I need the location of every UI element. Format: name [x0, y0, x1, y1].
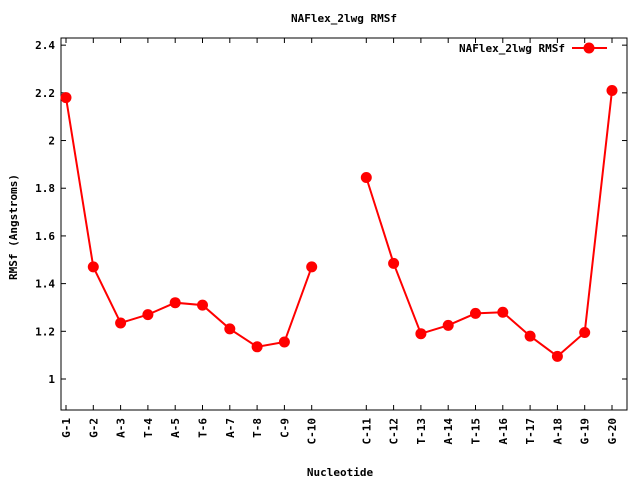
y-tick-label: 2.4 [35, 39, 55, 52]
x-tick-label: G-19 [579, 418, 592, 445]
data-point [115, 317, 127, 329]
data-point [388, 257, 400, 269]
data-point [470, 307, 481, 319]
x-tick-label: A-3 [115, 418, 128, 438]
x-tick-label: A-7 [224, 418, 237, 438]
y-axis-label: RMSf (Angstroms) [7, 174, 20, 280]
x-tick-label: T-13 [415, 418, 428, 445]
x-tick-label: C-12 [388, 418, 401, 445]
data-point [524, 330, 536, 342]
data-point [197, 299, 208, 311]
data-point [278, 336, 290, 348]
data-point [497, 306, 509, 318]
x-tick-label: G-2 [87, 418, 100, 438]
data-point [169, 297, 181, 309]
legend-label: NAFlex_2lwg RMSf [459, 42, 565, 55]
x-tick-label: A-14 [442, 418, 455, 445]
legend-marker [583, 42, 595, 54]
data-point [415, 328, 427, 340]
y-tick-label: 1.4 [35, 278, 55, 291]
x-tick-label: A-16 [497, 418, 510, 445]
x-tick-label: G-1 [60, 418, 73, 438]
data-point [551, 350, 563, 362]
legend: NAFlex_2lwg RMSf [459, 42, 607, 55]
x-tick-label: T-6 [197, 418, 210, 438]
x-tick-label: G-20 [606, 418, 619, 445]
x-tick-label: T-17 [524, 418, 537, 445]
y-axis-ticks: 1 1.2 1.4 1.6 1.8 2 2.2 2.4 [35, 39, 627, 386]
data-point [306, 261, 318, 273]
chart-title: NAFlex_2lwg RMSf [291, 12, 397, 25]
data-point [442, 319, 454, 331]
data-point [360, 172, 372, 183]
y-tick-label: 1.2 [35, 325, 55, 338]
data-point [251, 341, 263, 353]
y-tick-label: 1 [48, 373, 55, 386]
y-tick-label: 1.6 [35, 230, 55, 243]
data-point [142, 309, 154, 321]
series-line [365, 90, 613, 358]
y-tick-label: 1.8 [35, 182, 55, 195]
x-tick-label: C-9 [278, 418, 291, 438]
data-point [87, 261, 99, 273]
data-point [224, 323, 236, 335]
x-axis-ticks: G-1 G-2 A-3 T-4 A-5 T-6 A-7 T-8 C-9 C-10 C-11 C-12 T… [60, 38, 619, 445]
data-point [60, 92, 72, 104]
x-tick-label: A-5 [169, 418, 182, 438]
data-point [579, 327, 591, 338]
y-tick-label: 2 [48, 135, 55, 148]
series-line [65, 97, 313, 348]
x-tick-label: T-4 [142, 418, 155, 438]
data-point [606, 84, 618, 96]
x-tick-label: C-11 [360, 418, 373, 445]
x-tick-label: T-8 [251, 418, 264, 438]
x-tick-label: C-10 [306, 418, 319, 445]
y-tick-label: 2.2 [35, 87, 55, 100]
x-axis-label: Nucleotide [307, 466, 374, 479]
plot-frame [60, 37, 628, 411]
x-tick-label: T-15 [470, 418, 483, 445]
x-tick-label: A-18 [551, 418, 564, 445]
series-layer [60, 84, 618, 362]
